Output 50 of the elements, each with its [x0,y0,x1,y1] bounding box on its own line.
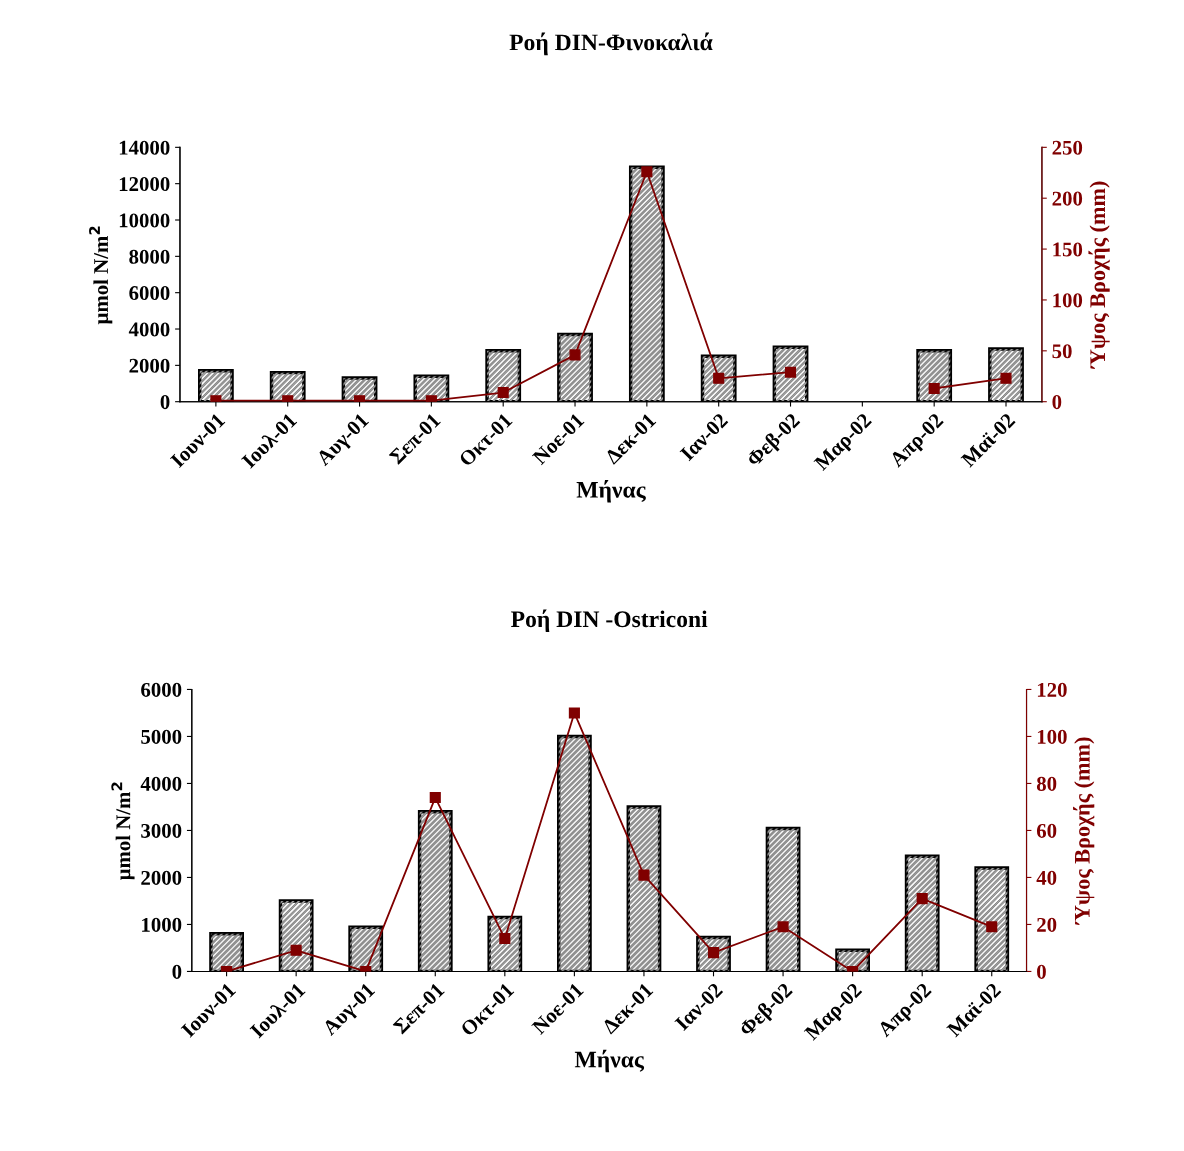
point [569,349,581,361]
y-tick-label: 6000 [141,682,182,697]
chart-title: Ροή DIN -Ostriconi [511,609,708,632]
x-axis-title: Μήνας [576,479,646,503]
chart-title: Ροή DIN-Φινοκαλιά [509,32,713,56]
y2-tick-label: 50 [1052,344,1072,359]
y2-tick-label: 100 [1037,729,1067,744]
y2-tick-label: 0 [1052,395,1062,410]
y-tick-label: 3000 [141,823,182,838]
y2-tick-label: 100 [1053,293,1083,308]
point [568,707,580,719]
y2-tick-label: 150 [1053,242,1083,257]
point [499,932,511,945]
y2-axis-title: Ύψος Βροχής (mm) [1073,737,1095,925]
x-axis-title: Μήνας [574,1049,645,1073]
y-axis-title: μmol N/m$^{2}$ [89,226,113,325]
y-tick-label: 6000 [129,286,170,301]
point [916,893,928,905]
y2-tick-label: 40 [1036,870,1057,885]
y-tick-label: 10000 [119,213,170,228]
y-tick-label: 4000 [140,776,182,791]
y-tick-label: 1000 [142,917,182,932]
point [928,382,940,395]
y-tick-label: 12000 [119,177,170,192]
y2-tick-label: 120 [1037,682,1067,697]
y2-axis-title: Ύψος Βροχής (mm) [1088,181,1110,370]
y-tick-label: 14000 [119,140,170,155]
y2-tick-label: 60 [1036,823,1057,838]
y-tick-label: 5000 [141,729,182,744]
y-tick-label: 2000 [141,870,182,885]
y-tick-label: 4000 [128,322,170,337]
point [497,386,509,399]
point [1000,372,1012,384]
y-tick-label: 2000 [129,358,170,373]
y2-tick-label: 250 [1052,140,1083,155]
y-tick-label: 0 [172,964,182,979]
point [986,921,998,933]
y2-tick-label: 20 [1037,917,1057,932]
point [777,921,789,933]
y-axis-title: μmol N/m$^{2}$ [111,782,135,881]
y-tick-label: 8000 [129,249,170,264]
y-tick-label: 0 [160,395,170,410]
point [429,791,441,804]
point [290,944,302,956]
y2-tick-label: 200 [1052,191,1083,206]
y2-tick-label: 80 [1036,776,1057,791]
point [784,366,797,378]
point [638,869,650,881]
point [641,166,653,178]
y2-tick-label: 0 [1037,964,1046,979]
